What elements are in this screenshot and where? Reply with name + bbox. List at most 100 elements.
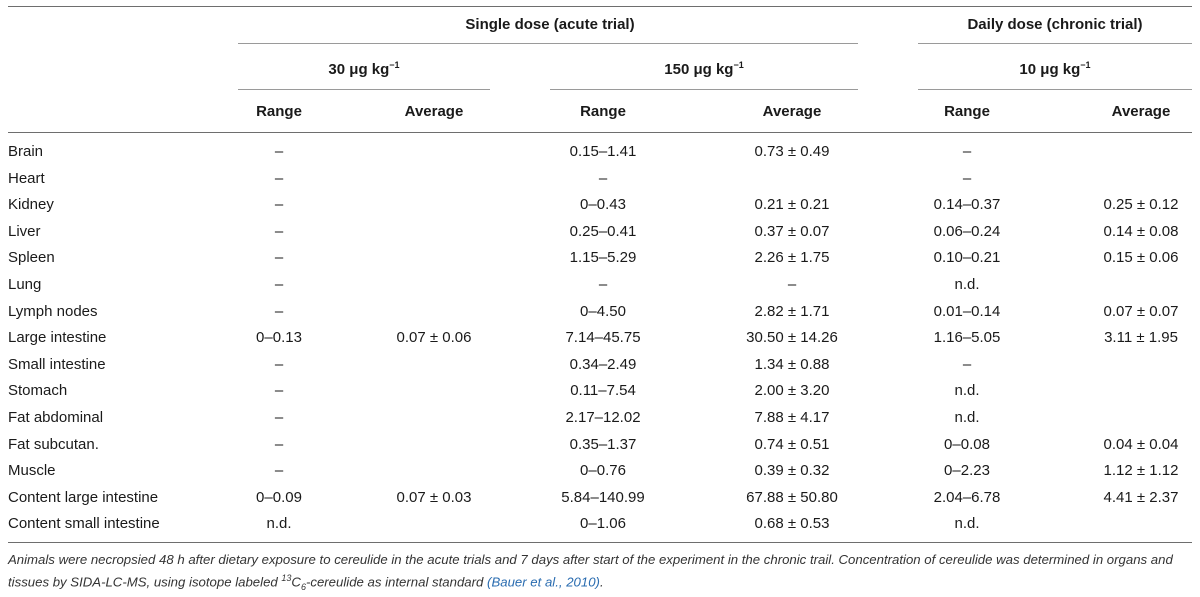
col-header-range-30: Range (256, 103, 302, 120)
dose-10-exponent: −1 (1080, 60, 1091, 70)
cell-r10: – (962, 356, 972, 373)
cell-r30: – (274, 143, 284, 160)
reference-link[interactable]: (Bauer et al., 2010) (487, 574, 600, 590)
dose-header-150: 150 μg kg−1 (664, 60, 743, 78)
cell-r30: – (274, 276, 284, 293)
cell-r10: 0.01–0.14 (933, 303, 1001, 320)
row-label: Fat abdominal (8, 409, 104, 426)
col-header-range-10: Range (944, 103, 990, 120)
dose-header-10: 10 μg kg−1 (1019, 60, 1090, 78)
cell-a150: 0.73 ± 0.49 (754, 143, 830, 160)
cell-r10: n.d. (954, 409, 980, 426)
cell-r30: – (274, 196, 284, 213)
footnote-text-2: -cereulide as internal standard (305, 574, 488, 590)
cell-r10: – (962, 170, 972, 187)
cell-r10: n.d. (954, 382, 980, 399)
cell-a150: 67.88 ± 50.80 (746, 489, 838, 506)
cell-r150: – (598, 170, 608, 187)
cell-a150: 0.39 ± 0.32 (754, 462, 830, 479)
cell-r150: 0.15–1.41 (569, 143, 637, 160)
cell-r150: – (598, 276, 608, 293)
cell-a10: 0.25 ± 0.12 (1103, 196, 1179, 213)
footnote-text-1: Animals were necropsied 48 h after dieta… (8, 552, 1173, 590)
cell-r150: 0.34–2.49 (569, 356, 637, 373)
dose-150-label: 150 μg kg (664, 61, 734, 78)
cell-a150: 0.74 ± 0.51 (754, 436, 830, 453)
row-label: Spleen (8, 249, 55, 266)
cell-r150: 5.84–140.99 (561, 489, 645, 506)
row-label: Brain (8, 143, 44, 160)
cell-r30: n.d. (266, 515, 292, 532)
cell-r30: 0–0.13 (256, 329, 302, 346)
cell-r10: 0–0.08 (944, 436, 990, 453)
isotope-element: C (291, 574, 301, 590)
col-header-average-150: Average (762, 103, 822, 120)
cell-a150: 7.88 ± 4.17 (754, 409, 830, 426)
dose-10-label: 10 μg kg (1019, 61, 1081, 78)
cell-r10: 0–2.23 (944, 462, 990, 479)
isotope-subscript: 6 (300, 582, 306, 593)
row-label: Content small intestine (8, 515, 160, 532)
cell-r10: – (962, 143, 972, 160)
cell-a150: 2.26 ± 1.75 (754, 249, 830, 266)
col-header-range-150: Range (580, 103, 626, 120)
cell-r150: 0–1.06 (580, 515, 626, 532)
cell-r10: n.d. (954, 276, 980, 293)
cell-r150: 0.11–7.54 (570, 382, 636, 399)
cell-r150: 1.15–5.29 (569, 249, 637, 266)
cell-r30: – (274, 170, 284, 187)
acute-group-rule (238, 43, 858, 44)
cell-r30: – (274, 249, 284, 266)
dose-150-rule (550, 89, 858, 90)
cell-a30: 0.07 ± 0.03 (396, 489, 472, 506)
row-label: Heart (8, 170, 45, 187)
group-header-chronic: Daily dose (chronic trial) (967, 16, 1143, 33)
row-label: Large intestine (8, 329, 107, 346)
row-label: Fat subcutan. (8, 436, 99, 453)
dose-10-rule (918, 89, 1192, 90)
table-bottom-rule (8, 542, 1192, 543)
col-header-average-30: Average (404, 103, 464, 120)
cell-r150: 0.25–0.41 (569, 223, 637, 240)
cell-a10: 0.14 ± 0.08 (1103, 223, 1179, 240)
dose-30-exponent: −1 (389, 60, 400, 70)
row-label: Kidney (8, 196, 54, 213)
dose-30-rule (238, 89, 490, 90)
cell-a150: 2.00 ± 3.20 (754, 382, 830, 399)
cell-r150: 0–4.50 (580, 303, 626, 320)
cell-r30: – (274, 303, 284, 320)
cell-a10: 1.12 ± 1.12 (1103, 462, 1179, 479)
header-bottom-rule (8, 132, 1192, 133)
dose-150-exponent: −1 (733, 60, 744, 70)
cell-a30: 0.07 ± 0.06 (396, 329, 472, 346)
cell-r10: 0.14–0.37 (933, 196, 1001, 213)
isotope-mass-number: 13 (281, 573, 292, 583)
dose-30-label: 30 μg kg (328, 61, 390, 78)
col-header-average-10: Average (1111, 103, 1171, 120)
cell-a150: 30.50 ± 14.26 (746, 329, 838, 346)
row-label: Content large intestine (8, 489, 159, 506)
row-label: Muscle (8, 462, 56, 479)
row-label: Liver (8, 223, 41, 240)
row-label: Lymph nodes (8, 303, 98, 320)
cell-a10: 4.41 ± 2.37 (1103, 489, 1179, 506)
row-label: Stomach (8, 382, 68, 399)
cell-r30: – (274, 462, 284, 479)
dose-header-30: 30 μg kg−1 (328, 60, 399, 78)
cell-r30: – (274, 356, 284, 373)
cell-a150: 0.68 ± 0.53 (754, 515, 830, 532)
cell-r30: – (274, 223, 284, 240)
cell-a150: – (787, 276, 797, 293)
cell-r150: 2.17–12.02 (565, 409, 641, 426)
cell-r30: – (274, 382, 284, 399)
footnote-text-3: . (599, 574, 604, 590)
cell-a150: 1.34 ± 0.88 (754, 356, 830, 373)
cell-r10: 0.10–0.21 (933, 249, 1001, 266)
cell-r10: 1.16–5.05 (933, 329, 1001, 346)
row-label: Lung (8, 276, 42, 293)
cell-r30: 0–0.09 (256, 489, 302, 506)
table-footnote: Animals were necropsied 48 h after dieta… (8, 550, 1193, 597)
cell-a10: 0.04 ± 0.04 (1103, 436, 1179, 453)
cell-r150: 7.14–45.75 (565, 329, 641, 346)
cell-a10: 0.07 ± 0.07 (1103, 303, 1179, 320)
